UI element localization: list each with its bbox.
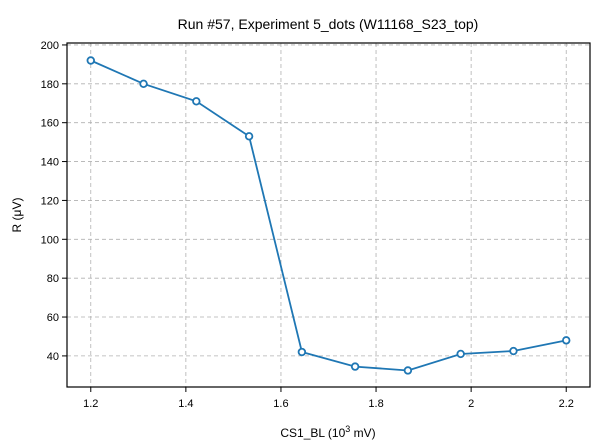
y-axis: 40 60 80 100 120 140 160 180 200 <box>41 40 67 363</box>
y-tick-label: 40 <box>47 351 59 363</box>
data-point <box>562 336 571 345</box>
x-tick-label: 1.8 <box>368 398 383 410</box>
y-tick-label: 100 <box>41 234 59 246</box>
y-tick-label: 140 <box>41 157 59 169</box>
y-tick-label: 80 <box>47 273 59 285</box>
series-line <box>90 59 567 372</box>
data-point <box>139 79 148 89</box>
grid <box>67 43 590 387</box>
data-point <box>297 347 307 357</box>
chart-title: Run #57, Experiment 5_dots (W11168_S23_t… <box>178 16 479 32</box>
data-point <box>456 349 465 359</box>
plot-frame <box>66 42 591 388</box>
x-tick-label: 1.6 <box>273 398 288 410</box>
x-tick-label: 1.2 <box>83 398 98 410</box>
data-point <box>350 362 360 371</box>
y-tick-label: 120 <box>41 195 59 207</box>
y-tick-label: 180 <box>41 79 59 91</box>
x-axis: 1.2 1.4 1.6 1.8 2 2.2 <box>83 387 574 410</box>
data-point <box>403 366 413 375</box>
x-tick-label: 2.2 <box>559 398 574 410</box>
x-axis-label-unit: mV) <box>350 426 375 440</box>
x-tick-label: 1.4 <box>178 398 193 410</box>
x-axis-label: CS1_BL (103 mV) <box>280 424 375 440</box>
data-point <box>509 346 518 356</box>
series <box>86 56 571 375</box>
x-tick-label: 2 <box>468 398 474 410</box>
x-axis-label-sup: 3 <box>345 424 350 434</box>
data-point <box>192 97 201 106</box>
y-tick-label: 60 <box>47 312 59 324</box>
y-axis-label: R (μV) <box>10 198 24 233</box>
x-axis-label-main: CS1_BL (10 <box>280 426 345 440</box>
y-tick-label: 200 <box>41 40 59 52</box>
y-tick-label: 160 <box>41 118 59 130</box>
data-point <box>244 132 254 141</box>
data-point <box>86 56 95 65</box>
